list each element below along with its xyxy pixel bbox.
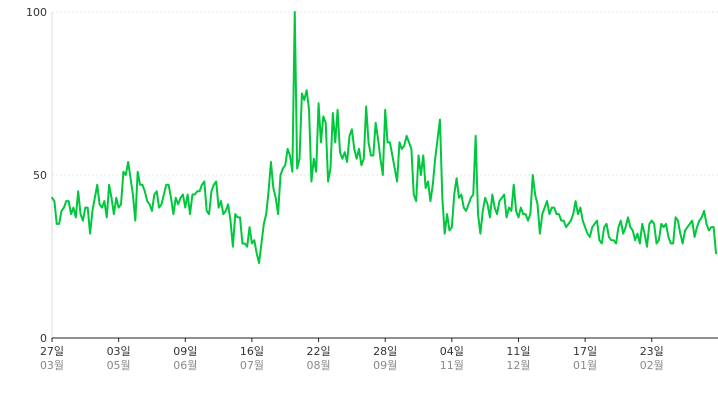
y-tick-label: 50 xyxy=(33,169,47,182)
x-axis-ticks: 27일03월03일05월09일06월16일07월22일08월28일09월04일1… xyxy=(40,344,664,372)
x-tick-day-label: 22일 xyxy=(306,344,330,358)
x-axis xyxy=(51,12,718,342)
x-tick-day-label: 09일 xyxy=(173,344,197,358)
x-tick-month-label: 05월 xyxy=(107,359,131,372)
x-tick-day-label: 03일 xyxy=(107,344,131,358)
x-tick-day-label: 28일 xyxy=(373,344,397,358)
x-tick-month-label: 01월 xyxy=(573,359,597,372)
x-tick-month-label: 09월 xyxy=(373,359,397,372)
x-tick-day-label: 04일 xyxy=(440,344,464,358)
x-tick-day-label: 27일 xyxy=(40,344,64,358)
x-tick-month-label: 02월 xyxy=(640,359,664,372)
x-tick-day-label: 11일 xyxy=(506,344,530,358)
x-tick-month-label: 12월 xyxy=(506,359,530,372)
gridlines xyxy=(52,11,718,176)
y-tick-label: 100 xyxy=(26,6,47,19)
x-tick-day-label: 16일 xyxy=(240,344,264,358)
x-tick-day-label: 23일 xyxy=(640,344,664,358)
x-tick-month-label: 06월 xyxy=(173,359,197,372)
x-tick-month-label: 08월 xyxy=(306,359,330,372)
x-tick-month-label: 11월 xyxy=(440,359,464,372)
x-tick-month-label: 03월 xyxy=(40,359,64,372)
x-tick-month-label: 07월 xyxy=(240,359,264,372)
x-tick-day-label: 17일 xyxy=(573,344,597,358)
y-tick-label: 0 xyxy=(40,332,47,345)
series-layer xyxy=(51,11,718,265)
series-line xyxy=(51,11,718,265)
y-axis-ticks: 0 50 100 xyxy=(26,6,47,345)
